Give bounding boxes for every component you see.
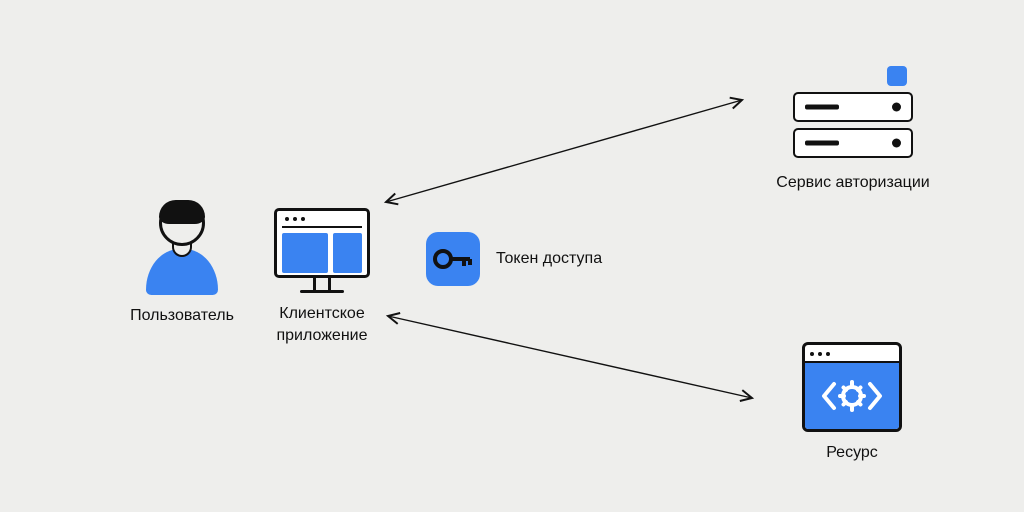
- node-token: Токен доступа: [426, 232, 646, 286]
- api-window-icon: [802, 342, 902, 432]
- user-icon: [146, 200, 218, 295]
- resource-label: Ресурс: [782, 442, 922, 464]
- client-label: Клиентское приложение: [252, 303, 392, 346]
- edge-client-resource: [388, 316, 752, 398]
- token-label: Токен доступа: [496, 250, 602, 268]
- node-user: Пользователь: [112, 200, 252, 327]
- user-label: Пользователь: [112, 305, 252, 327]
- server-icon: [793, 92, 913, 158]
- node-auth: Сервис авторизации: [753, 92, 953, 194]
- auth-label: Сервис авторизации: [753, 172, 953, 194]
- node-resource: Ресурс: [782, 342, 922, 464]
- node-client: Клиентское приложение: [252, 208, 392, 346]
- edge-client-auth: [386, 100, 742, 202]
- key-icon: [426, 232, 480, 286]
- diagram-canvas: Пользователь Клиентское приложение Токен…: [0, 0, 1024, 512]
- monitor-icon: [274, 208, 370, 293]
